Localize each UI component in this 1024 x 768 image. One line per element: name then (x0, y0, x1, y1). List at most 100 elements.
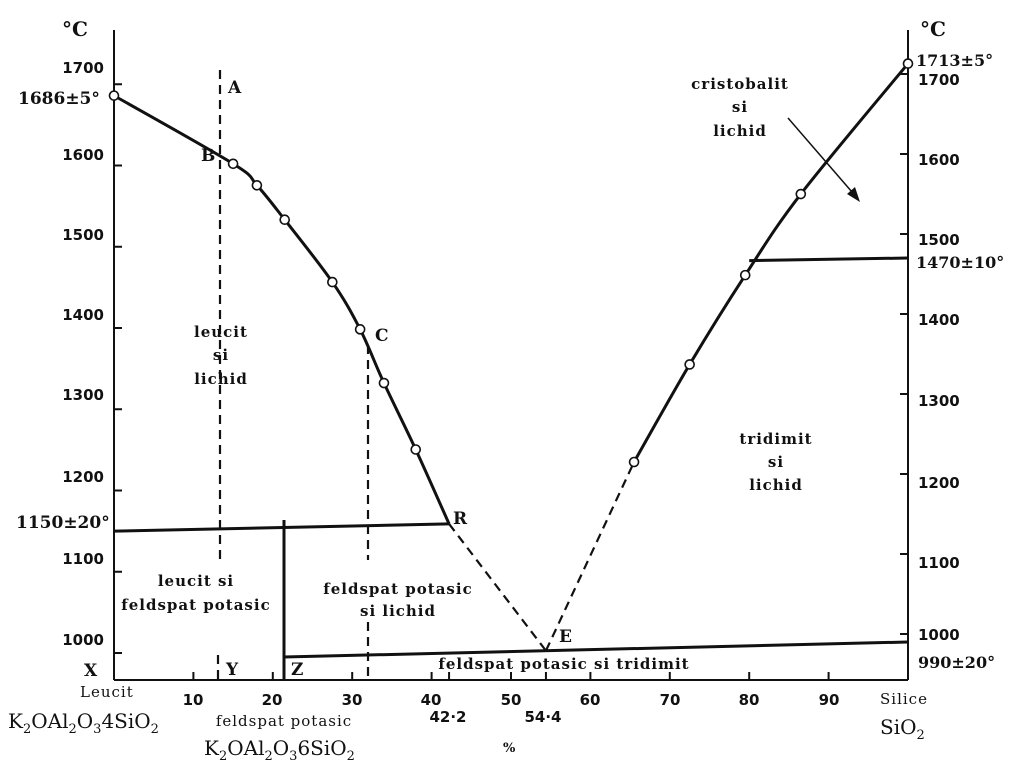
liquidus-curves (113, 62, 910, 652)
region-line: tridimit (739, 430, 812, 448)
left-tick-marks (114, 83, 122, 654)
right-tick-label: 1400 (918, 311, 960, 329)
left-unit-label: °C (62, 17, 88, 41)
region-line: leucit si (158, 572, 234, 590)
data-point-marker (378, 377, 390, 389)
point-label-z: Z (291, 660, 303, 680)
x-tick-label: 10 (183, 691, 204, 709)
x-tick-label: 80 (739, 691, 760, 709)
left-tick-label: 1500 (62, 226, 104, 244)
right-unit-label: °C (920, 17, 946, 41)
data-point-marker (795, 188, 807, 200)
x-tick-label: 50 (501, 691, 522, 709)
right-tick-label: 1200 (918, 474, 960, 492)
left-tick-labels: 1700 1600 1500 1400 1300 1200 1100 1000 (62, 59, 104, 649)
data-point-marker (354, 324, 366, 335)
data-point-marker (227, 158, 239, 170)
region-feldspat-lichid: feldspat potasic si lichid (323, 580, 472, 620)
region-line: si (213, 346, 229, 364)
isotherm-line (113, 522, 450, 533)
liquidus-curve (448, 523, 547, 652)
x-tick-label: 40 (421, 691, 442, 709)
region-line: si (768, 453, 784, 471)
left-tick-label: 1000 (62, 631, 104, 649)
x-unit-label: % (503, 741, 516, 756)
left-tick-label: 1100 (62, 550, 104, 568)
data-point-marker (279, 214, 291, 226)
right-tick-labels: 1700 1600 1500 1400 1300 1200 1100 1000 (918, 71, 960, 644)
region-line: feldspat potasic (121, 596, 270, 614)
right-tick-label: 1300 (918, 392, 960, 410)
left-tick-label: 1700 (62, 59, 104, 77)
point-label-r: R (453, 509, 468, 529)
region-leucit-feldspat: leucit si feldspat potasic (121, 572, 270, 614)
data-point-markers (108, 58, 914, 468)
region-line: leucit (194, 323, 248, 341)
temp-label-left-top: 1686±5° (18, 89, 100, 109)
x-tick-labels: 10 20 30 40 50 60 70 80 90 42·2 54·4 (183, 691, 840, 726)
liquidus-curve (113, 94, 451, 525)
left-tick-label: 1600 (62, 146, 104, 164)
x-special-label-r: 42·2 (429, 708, 466, 726)
feldspat-formula: K2OAl2O36SiO2 (204, 736, 355, 764)
region-feldspat-tridimit: feldspat potasic si tridimit (438, 655, 689, 673)
leucit-formula: K2OAl2O34SiO2 (8, 709, 159, 737)
temp-label-left-1150: 1150±20° (16, 513, 110, 533)
x-tick-label: 90 (819, 691, 840, 709)
right-tick-label: 1100 (918, 554, 960, 572)
temp-label-right-top: 1713±5° (916, 51, 993, 70)
x-tick-label: 70 (660, 691, 681, 709)
left-tick-label: 1300 (62, 386, 104, 404)
data-point-marker (251, 180, 263, 191)
right-tick-label: 1500 (918, 231, 960, 249)
x-special-label-e: 54·4 (524, 708, 561, 726)
x-tick-marks (192, 672, 830, 680)
region-line: lichid (194, 370, 248, 388)
left-tick-label: 1200 (62, 468, 104, 486)
point-label-e: E (559, 627, 572, 647)
region-line: si (732, 98, 748, 116)
region-line: feldspat potasic (323, 580, 472, 598)
data-point-marker (410, 444, 422, 455)
region-tridimit: tridimit si lichid (739, 430, 812, 494)
x-tick-label: 30 (342, 691, 363, 709)
silice-endmember-label: Silice (880, 690, 928, 708)
liquidus-curve (544, 461, 636, 652)
isotherm-line (749, 256, 909, 263)
point-label-y: Y (225, 660, 239, 680)
point-label-a: A (227, 78, 242, 98)
temp-label-right-990: 990±20° (918, 653, 995, 672)
cristobalit-arrow-head (847, 187, 860, 202)
point-label-b: B (201, 146, 215, 166)
leucit-endmember-label: Leucit (80, 683, 134, 701)
data-point-marker (108, 90, 120, 101)
region-line: lichid (749, 476, 803, 494)
right-tick-marks (900, 73, 908, 635)
isotherm-line (283, 640, 909, 659)
feldspat-endmember-label: feldspat potasic (216, 712, 352, 730)
left-tick-label: 1400 (62, 306, 104, 324)
isotherm-lines (113, 256, 909, 659)
silice-formula: SiO2 (880, 715, 925, 743)
data-point-marker (628, 456, 640, 468)
right-tick-label: 1000 (918, 626, 960, 644)
data-point-marker (739, 269, 751, 281)
data-point-marker (902, 58, 914, 69)
data-point-marker (684, 359, 695, 370)
temp-label-right-1470: 1470±10° (916, 253, 1004, 272)
region-leucit-lichid: leucit si lichid (194, 323, 248, 388)
right-tick-label: 1600 (918, 151, 960, 169)
region-line: lichid (713, 122, 767, 140)
data-point-marker (327, 276, 338, 288)
point-label-c: C (375, 326, 389, 346)
x-tick-label: 20 (262, 691, 283, 709)
right-tick-label: 1700 (918, 71, 960, 89)
region-line: si lichid (360, 602, 436, 620)
region-cristobalit: cristobalit si lichid (691, 75, 789, 140)
liquidus-curve (632, 62, 910, 463)
point-label-x: X (84, 661, 98, 681)
x-tick-label: 60 (580, 691, 601, 709)
cristobalit-arrow-line (787, 117, 853, 193)
region-line: cristobalit (691, 75, 789, 93)
